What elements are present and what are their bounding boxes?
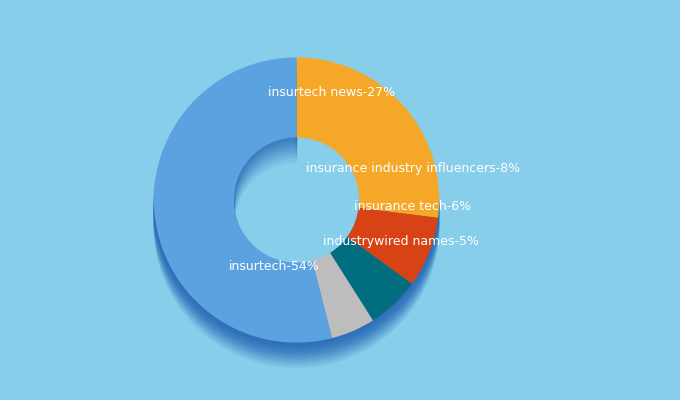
Wedge shape <box>154 72 296 215</box>
Wedge shape <box>154 76 296 219</box>
Wedge shape <box>154 219 439 361</box>
Wedge shape <box>154 62 296 204</box>
Wedge shape <box>154 221 439 364</box>
Wedge shape <box>154 66 296 208</box>
Wedge shape <box>154 212 439 355</box>
Text: insurance industry influencers-8%: insurance industry influencers-8% <box>306 162 520 175</box>
Text: insurtech-54%: insurtech-54% <box>228 260 320 272</box>
Wedge shape <box>154 74 296 217</box>
Wedge shape <box>154 68 296 210</box>
Text: industrywired names-5%: industrywired names-5% <box>323 235 479 248</box>
Text: insurance tech-6%: insurance tech-6% <box>354 200 472 214</box>
Wedge shape <box>347 208 438 284</box>
Wedge shape <box>154 223 439 366</box>
Wedge shape <box>154 210 439 353</box>
Wedge shape <box>312 253 373 338</box>
Wedge shape <box>154 215 439 357</box>
Wedge shape <box>154 60 296 202</box>
Wedge shape <box>330 237 412 320</box>
Text: insurtech news-27%: insurtech news-27% <box>268 86 395 99</box>
Wedge shape <box>154 204 439 347</box>
Wedge shape <box>154 70 296 212</box>
Wedge shape <box>154 80 296 223</box>
Wedge shape <box>154 64 296 206</box>
Wedge shape <box>154 217 439 359</box>
Wedge shape <box>154 78 296 221</box>
Wedge shape <box>154 206 439 349</box>
Wedge shape <box>154 225 439 368</box>
Wedge shape <box>154 82 296 225</box>
Wedge shape <box>154 57 332 343</box>
Wedge shape <box>154 202 439 345</box>
Wedge shape <box>296 57 439 218</box>
Wedge shape <box>154 208 439 351</box>
